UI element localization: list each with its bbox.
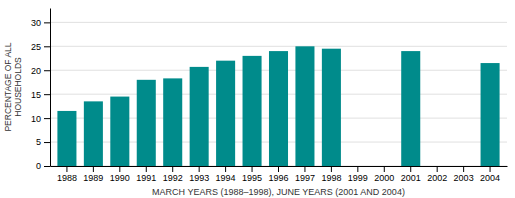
x-tick: 1992 bbox=[163, 166, 183, 183]
x-tick: 2004 bbox=[480, 166, 500, 183]
y-tick-label: 0 bbox=[36, 161, 41, 171]
x-tick-mark bbox=[172, 166, 173, 172]
x-tick: 1994 bbox=[216, 166, 236, 183]
x-tick-mark bbox=[331, 166, 332, 172]
x-tick-mark bbox=[463, 166, 464, 172]
x-tick-label: 2003 bbox=[454, 173, 474, 183]
x-tick-mark bbox=[225, 166, 226, 172]
y-axis-title-line: PERCENTAGE OF ALL bbox=[3, 42, 13, 131]
chart-svg: 1988 1989 1990 1991 1992 1993 1994 1995 1996 1997… bbox=[0, 0, 515, 198]
x-tick-label: 2002 bbox=[427, 173, 447, 183]
x-tick-label: 1994 bbox=[216, 173, 236, 183]
x-tick-label: 1995 bbox=[242, 173, 262, 183]
x-tick: 1988 bbox=[57, 166, 77, 183]
x-tick: 1996 bbox=[268, 166, 288, 183]
x-tick-mark bbox=[437, 166, 438, 172]
x-tick: 1993 bbox=[189, 166, 209, 183]
x-tick-mark bbox=[490, 166, 491, 172]
x-tick-mark bbox=[384, 166, 385, 172]
y-tick-label: 20 bbox=[31, 66, 41, 76]
bar bbox=[401, 51, 420, 166]
x-tick: 1999 bbox=[348, 166, 368, 183]
x-tick: 1995 bbox=[242, 166, 262, 183]
y-tick: 0 bbox=[36, 161, 50, 171]
x-tick-mark bbox=[252, 166, 253, 172]
x-tick-label: 1991 bbox=[136, 173, 156, 183]
x-tick-label: 2001 bbox=[401, 173, 421, 183]
x-tick-label: 2000 bbox=[374, 173, 394, 183]
x-tick-mark bbox=[66, 166, 67, 172]
bar bbox=[84, 101, 103, 166]
bar bbox=[163, 78, 182, 166]
y-tick-mark bbox=[44, 142, 50, 143]
y-axis: 0 5 10 15 20 25 30 bbox=[31, 9, 51, 172]
bar bbox=[481, 63, 500, 166]
x-axis-title: MARCH YEARS (1988–1998), JUNE YEARS (200… bbox=[152, 187, 405, 197]
x-tick: 1991 bbox=[136, 166, 156, 183]
x-tick: 1990 bbox=[110, 166, 130, 183]
x-tick-mark bbox=[119, 166, 120, 172]
y-tick-mark bbox=[44, 70, 50, 71]
x-tick-label: 2004 bbox=[480, 173, 500, 183]
y-tick-label: 5 bbox=[36, 137, 41, 147]
y-tick: 20 bbox=[31, 66, 50, 76]
y-tick-label: 25 bbox=[31, 42, 41, 52]
x-tick-mark bbox=[146, 166, 147, 172]
y-tick: 30 bbox=[31, 18, 50, 28]
bars bbox=[57, 46, 499, 166]
y-axis-line bbox=[50, 9, 51, 167]
grid bbox=[50, 22, 507, 166]
chart-container: 1988 1989 1990 1991 1992 1993 1994 1995 1996 1997… bbox=[0, 0, 515, 198]
bar bbox=[216, 61, 235, 166]
y-tick-mark bbox=[44, 22, 50, 23]
x-axis: 1988 1989 1990 1991 1992 1993 1994 1995 1996 1997… bbox=[51, 166, 508, 183]
x-tick-label: 1998 bbox=[321, 173, 341, 183]
x-tick: 2001 bbox=[401, 166, 421, 183]
x-tick-label: 1999 bbox=[348, 173, 368, 183]
y-tick-mark bbox=[44, 46, 50, 47]
x-tick-mark bbox=[410, 166, 411, 172]
y-tick-label: 30 bbox=[31, 18, 41, 28]
x-tick-mark bbox=[357, 166, 358, 172]
bar bbox=[269, 51, 288, 166]
bar bbox=[322, 49, 341, 166]
x-tick: 2003 bbox=[454, 166, 474, 183]
y-tick: 10 bbox=[31, 114, 50, 124]
y-tick: 25 bbox=[31, 42, 50, 52]
bar bbox=[57, 111, 76, 166]
x-tick-label: 1997 bbox=[295, 173, 315, 183]
y-tick-mark bbox=[44, 94, 50, 95]
y-tick-label: 15 bbox=[31, 90, 41, 100]
x-tick: 1997 bbox=[295, 166, 315, 183]
x-tick-label: 1989 bbox=[83, 173, 103, 183]
bar bbox=[137, 80, 156, 166]
x-tick: 1998 bbox=[321, 166, 341, 183]
x-tick: 2000 bbox=[374, 166, 394, 183]
x-tick-label: 1988 bbox=[57, 173, 77, 183]
x-tick-label: 1992 bbox=[163, 173, 183, 183]
x-tick: 2002 bbox=[427, 166, 447, 183]
x-tick-mark bbox=[304, 166, 305, 172]
y-axis-title: PERCENTAGE OF ALLHOUSEHOLDS bbox=[3, 42, 23, 131]
y-tick-mark bbox=[44, 118, 50, 119]
y-tick-label: 10 bbox=[31, 114, 41, 124]
x-tick-label: 1993 bbox=[189, 173, 209, 183]
bar bbox=[295, 46, 314, 166]
bar bbox=[190, 67, 209, 166]
grid-line bbox=[50, 46, 507, 47]
grid-line bbox=[50, 22, 507, 23]
x-tick-label: 1996 bbox=[268, 173, 288, 183]
y-tick: 5 bbox=[36, 137, 50, 147]
bar bbox=[243, 56, 262, 166]
x-tick-label: 1990 bbox=[110, 173, 130, 183]
y-tick: 15 bbox=[31, 90, 50, 100]
x-tick-mark bbox=[93, 166, 94, 172]
x-tick: 1989 bbox=[83, 166, 103, 183]
y-axis-title-line: HOUSEHOLDS bbox=[13, 57, 23, 117]
x-tick-mark bbox=[278, 166, 279, 172]
x-tick-mark bbox=[199, 166, 200, 172]
y-tick-mark bbox=[44, 166, 50, 167]
bar bbox=[110, 97, 129, 166]
